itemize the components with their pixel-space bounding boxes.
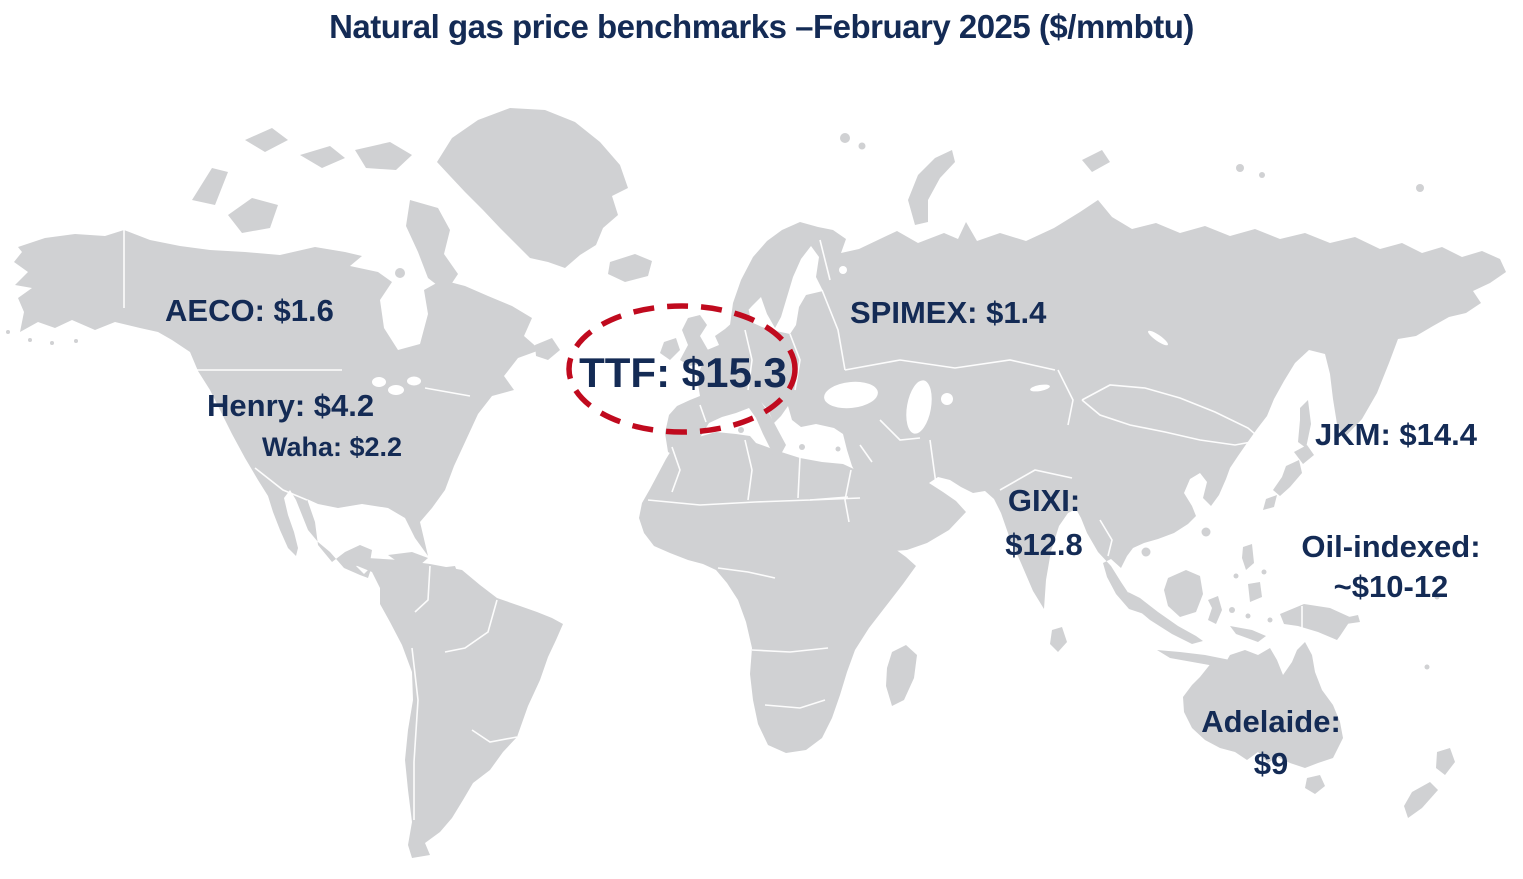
landmass-iceland — [608, 254, 652, 282]
landmass-new-guinea — [1280, 604, 1352, 640]
benchmark-label-gixi: GIXI: $12.8 — [944, 479, 1144, 567]
landmass-sumatra — [1128, 592, 1203, 644]
benchmark-label-adelaide: Adelaide: $9 — [1171, 701, 1371, 785]
landmass-japan — [1294, 445, 1314, 464]
benchmark-label-oil-indexed: Oil-indexed: ~$10-12 — [1291, 527, 1491, 607]
landmass-north-america — [14, 230, 540, 578]
landmass-borneo — [1164, 570, 1203, 617]
landmass-ireland — [660, 338, 680, 360]
ttf-highlight-ellipse — [566, 303, 798, 435]
landmass-madagascar — [886, 645, 917, 706]
landmass-south-america — [355, 558, 563, 858]
landmass-sulawesi — [1208, 596, 1222, 624]
adelaide-price: $9 — [1253, 746, 1289, 781]
landmass-sakhalin — [1298, 400, 1311, 448]
benchmark-label-jkm: JKM: $14.4 — [1315, 417, 1477, 452]
country-borders — [123, 230, 1303, 820]
landmass-greenland — [437, 108, 628, 268]
black-sea — [824, 381, 878, 409]
adelaide-name: Adelaide: — [1201, 704, 1341, 739]
benchmark-label-aeco: AECO: $1.6 — [165, 293, 334, 328]
benchmark-label-ttf: TTF: $15.3 — [579, 349, 787, 396]
landmass-eurasia — [665, 200, 1506, 614]
landmass-australia — [1183, 642, 1343, 768]
continents — [6, 108, 1506, 858]
aral-sea — [941, 393, 953, 405]
benchmark-label-waha: Waha: $2.2 — [262, 432, 403, 462]
landmass-tasmania — [1305, 775, 1325, 794]
oil-indexed-price: ~$10-12 — [1333, 569, 1449, 604]
benchmark-label-spimex: SPIMEX: $1.4 — [850, 295, 1047, 330]
benchmark-label-henry: Henry: $4.2 — [207, 388, 375, 423]
landmass-sri-lanka — [1050, 627, 1067, 652]
gixi-price: $12.8 — [1005, 527, 1083, 562]
page-title: Natural gas price benchmarks –February 2… — [329, 8, 1194, 45]
landmass-new-zealand — [1436, 748, 1455, 775]
gixi-name: GIXI: — [1007, 483, 1081, 518]
inland-waters — [372, 266, 1168, 434]
oil-indexed-name: Oil-indexed: — [1301, 529, 1481, 564]
caspian-sea — [906, 380, 932, 434]
